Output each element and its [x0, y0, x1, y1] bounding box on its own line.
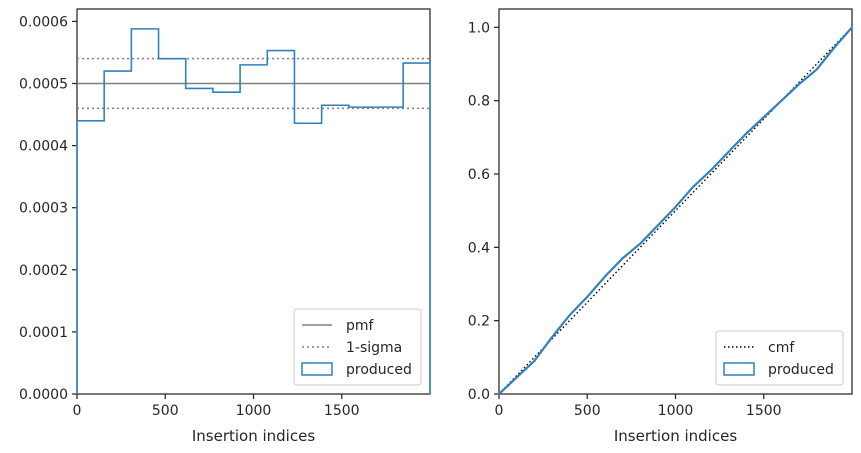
y-tick-label: 0.0003	[19, 201, 68, 217]
x-tick-label: 0	[495, 403, 504, 419]
x-tick-label: 500	[152, 403, 179, 419]
legend-swatch-produced	[301, 362, 333, 376]
x-tick-label: 500	[574, 403, 601, 419]
produced-cdf-point	[604, 275, 606, 278]
x-tick-label: 1500	[746, 403, 782, 419]
produced-cdf-point	[639, 242, 641, 245]
x-tick-label: 0	[73, 403, 82, 419]
produced-cdf-point	[692, 186, 694, 188]
pmf-panel: 0 500 1000 1500 0.0000 0.0001 0.0002 0.0003 0.00…	[19, 8, 431, 445]
y-tick-label: 1.0	[468, 20, 490, 36]
histogram-bin	[104, 71, 131, 394]
legend-label: produced	[346, 362, 412, 378]
cmf-panel: 0 500 1000 1500 0.0 0.2 0.4 0.6 0.8 1.0 Insertion …	[468, 8, 853, 445]
produced-cdf-point	[533, 360, 536, 362]
produced-cdf-point	[851, 26, 853, 29]
produced-cdf-point	[833, 46, 836, 49]
produced-cdf-point	[727, 151, 730, 153]
produced-cdf-point	[498, 393, 500, 395]
legend-box	[293, 308, 422, 386]
y-tick-label: 0.0001	[19, 325, 68, 341]
produced-cdf-point	[551, 336, 553, 338]
produced-cdf-point	[674, 206, 677, 208]
histogram-bin	[159, 59, 186, 394]
legend-box	[715, 330, 844, 386]
histogram-bin	[267, 51, 294, 394]
produced-cdf-point	[515, 376, 518, 379]
produced-cdf-point	[621, 257, 624, 260]
legend-label: 1-sigma	[346, 340, 402, 356]
histogram-bin	[240, 65, 267, 394]
x-tick-label: 1000	[658, 403, 694, 419]
legend-swatch-produced	[723, 362, 755, 376]
legend-label: pmf	[346, 318, 375, 334]
histogram-bin	[77, 121, 104, 394]
produced-cdf-point	[568, 314, 571, 316]
produced-cdf-point	[657, 224, 659, 227]
y-tick-label: 0.0002	[19, 263, 68, 279]
y-tick-label: 0.0004	[19, 139, 68, 155]
x-tick-label: 1500	[324, 403, 360, 419]
produced-cdf-point	[780, 99, 783, 102]
y-tick-label: 0.4	[468, 240, 490, 256]
y-tick-label: 0.8	[468, 94, 490, 110]
y-tick-label: 0.0	[468, 387, 490, 403]
produced-cdf-point	[815, 68, 818, 71]
y-tick-label: 0.6	[468, 167, 490, 183]
y-tick-label: 0.0000	[19, 387, 68, 403]
legend-label: produced	[768, 362, 834, 378]
produced-cdf-point	[745, 132, 747, 135]
produced-cdf-point	[710, 169, 712, 172]
produced-cdf-point	[586, 296, 589, 298]
legend-label: cmf	[768, 340, 795, 356]
y-tick-label: 0.0006	[19, 14, 68, 30]
x-axis-label: Insertion indices	[192, 427, 315, 445]
histogram-bin	[213, 92, 240, 394]
x-axis-label: Insertion indices	[614, 427, 737, 445]
x-tick-label: 1000	[236, 403, 272, 419]
produced-cdf-point	[762, 116, 765, 118]
histogram-bin	[186, 88, 213, 394]
y-tick-label: 0.2	[468, 314, 490, 330]
histogram-bin	[131, 29, 158, 394]
produced-cdf-point	[798, 83, 800, 85]
y-tick-label: 0.0005	[19, 77, 68, 93]
histogram-step	[76, 28, 431, 394]
